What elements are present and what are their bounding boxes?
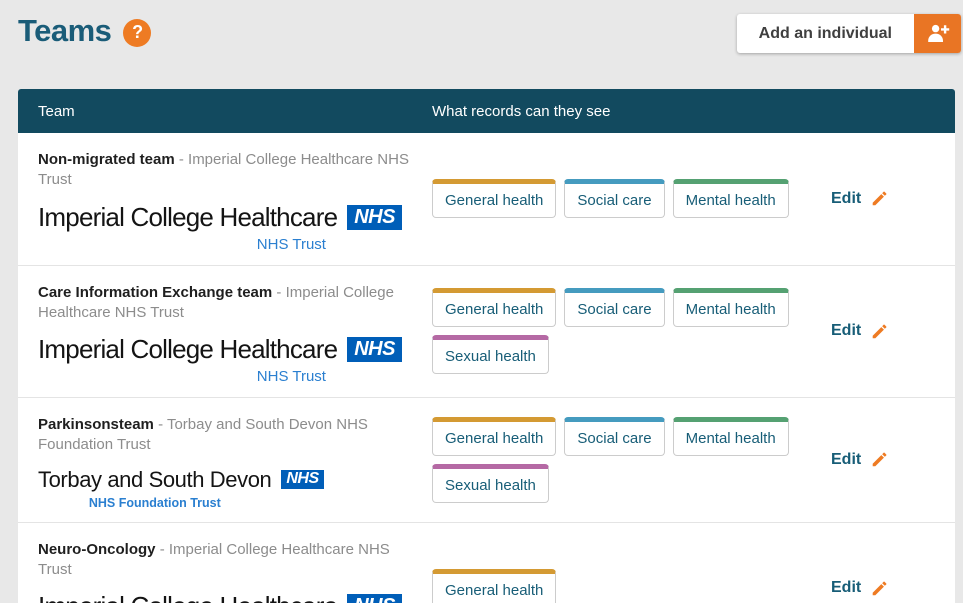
record-tag: Mental health bbox=[672, 179, 789, 219]
edit-cell: Edit bbox=[827, 266, 955, 398]
logo-row: Imperial College Healthcare NHS bbox=[38, 334, 402, 365]
team-cell: Neuro-Oncology - Imperial College Health… bbox=[18, 523, 432, 603]
team-cell: Care Information Exchange team - Imperia… bbox=[18, 266, 432, 398]
team-title: Care Information Exchange team - Imperia… bbox=[38, 283, 418, 324]
table-row: Care Information Exchange team - Imperia… bbox=[18, 264, 955, 398]
team-trust: - Torbay and South Devon NHS Foundation … bbox=[38, 416, 368, 454]
page-title: Teams ? bbox=[18, 13, 152, 49]
column-header-team: Team bbox=[38, 102, 75, 120]
record-tag: Social care bbox=[564, 288, 665, 328]
edit-team-link[interactable]: Edit bbox=[831, 322, 889, 341]
logo-row: Imperial College Healthcare NHS bbox=[38, 591, 402, 603]
edit-label: Edit bbox=[831, 450, 862, 468]
logo-sub-label: NHS Foundation Trust bbox=[88, 495, 221, 510]
record-tag: General health bbox=[432, 568, 557, 603]
team-cell: Parkinsonsteam - Torbay and South Devon … bbox=[18, 398, 432, 522]
table-header-row: Team What records can they see bbox=[18, 89, 955, 133]
logo-org-name: Imperial College Healthcare bbox=[38, 334, 338, 364]
team-title: Parkinsonsteam - Torbay and South Devon … bbox=[38, 415, 418, 456]
pencil-icon bbox=[872, 191, 887, 206]
record-tag: General health bbox=[432, 288, 557, 328]
record-tag: Mental health bbox=[672, 288, 789, 328]
page-title-text: Teams bbox=[18, 13, 112, 48]
team-name: Neuro-Oncology bbox=[38, 540, 156, 558]
record-tag: General health bbox=[432, 416, 557, 456]
nhs-trust-logo: Torbay and South Devon NHS NHS Foundatio… bbox=[38, 467, 324, 510]
topbar: Teams ? Add an individual bbox=[0, 0, 963, 89]
table-row: Neuro-Oncology - Imperial College Health… bbox=[18, 521, 955, 603]
logo-org-name: Imperial College Healthcare bbox=[38, 201, 338, 232]
teams-table: Team What records can they see Non-migra… bbox=[18, 89, 955, 603]
table-row: Parkinsonsteam - Torbay and South Devon … bbox=[18, 397, 955, 522]
edit-cell: Edit bbox=[827, 523, 955, 603]
team-trust: - Imperial College Healthcare NHS Trust bbox=[38, 151, 409, 189]
nhs-logo-icon: NHS bbox=[347, 204, 402, 230]
table-body: Non-migrated team - Imperial College Hea… bbox=[18, 133, 955, 603]
help-icon[interactable]: ? bbox=[123, 18, 152, 47]
nhs-logo-icon: NHS bbox=[347, 337, 402, 362]
record-tags: General health Social care Mental health Se… bbox=[432, 416, 819, 503]
logo-sub-label: NHS Trust bbox=[256, 368, 326, 385]
record-tags: General health Social care Mental health bbox=[432, 179, 789, 219]
record-tag: Sexual health bbox=[432, 463, 549, 503]
records-cell: General health Social care Mental health Se… bbox=[432, 398, 827, 522]
records-cell: General health Social care Mental health bbox=[432, 133, 827, 265]
logo-row: Torbay and South Devon NHS bbox=[38, 467, 324, 493]
nhs-logo-icon: NHS bbox=[347, 594, 402, 603]
team-trust: - Imperial College Healthcare NHS Trust bbox=[38, 540, 390, 578]
record-tags: General health Social care Mental health Se… bbox=[432, 288, 819, 375]
nhs-trust-logo: Imperial College Healthcare NHS NHS Trus… bbox=[38, 591, 402, 603]
edit-label: Edit bbox=[831, 579, 862, 597]
record-tag: Mental health bbox=[672, 416, 789, 456]
team-name: Non-migrated team bbox=[38, 151, 175, 168]
add-individual-button[interactable]: Add an individual bbox=[736, 14, 961, 53]
record-tags: General health bbox=[432, 568, 557, 603]
pencil-icon bbox=[872, 324, 887, 339]
logo-sub-label: NHS Trust bbox=[256, 235, 326, 253]
record-tag: Social care bbox=[564, 179, 665, 219]
column-header-records: What records can they see bbox=[432, 102, 611, 120]
pencil-icon bbox=[872, 452, 887, 467]
record-tag: Social care bbox=[564, 416, 665, 456]
team-name: Parkinsonsteam bbox=[38, 416, 154, 433]
nhs-logo-icon: NHS bbox=[281, 470, 324, 489]
team-name: Care Information Exchange team bbox=[38, 283, 273, 301]
team-title: Non-migrated team - Imperial College Hea… bbox=[38, 150, 418, 191]
logo-row: Imperial College Healthcare NHS bbox=[38, 202, 402, 233]
edit-team-link[interactable]: Edit bbox=[831, 189, 889, 208]
logo-org-name: Torbay and South Devon bbox=[38, 466, 272, 492]
edit-cell: Edit bbox=[827, 133, 955, 265]
add-individual-label: Add an individual bbox=[758, 24, 892, 42]
edit-label: Edit bbox=[831, 189, 862, 207]
team-trust: - Imperial College Healthcare NHS Trust bbox=[38, 283, 394, 321]
nhs-trust-logo: Imperial College Healthcare NHS NHS Trus… bbox=[38, 202, 402, 253]
pencil-icon bbox=[872, 581, 887, 596]
table-row: Non-migrated team - Imperial College Hea… bbox=[18, 133, 955, 265]
team-title: Neuro-Oncology - Imperial College Health… bbox=[38, 540, 418, 581]
edit-cell: Edit bbox=[827, 398, 955, 522]
team-cell: Non-migrated team - Imperial College Hea… bbox=[18, 133, 432, 265]
record-tag: Sexual health bbox=[432, 335, 549, 375]
edit-team-link[interactable]: Edit bbox=[831, 450, 889, 469]
records-cell: General health bbox=[432, 523, 827, 603]
add-person-icon bbox=[914, 14, 961, 53]
logo-org-name: Imperial College Healthcare bbox=[38, 591, 338, 603]
record-tag: General health bbox=[432, 179, 557, 219]
records-cell: General health Social care Mental health Se… bbox=[432, 266, 827, 398]
nhs-trust-logo: Imperial College Healthcare NHS NHS Trus… bbox=[38, 334, 402, 385]
edit-team-link[interactable]: Edit bbox=[831, 579, 889, 598]
edit-label: Edit bbox=[831, 322, 862, 340]
